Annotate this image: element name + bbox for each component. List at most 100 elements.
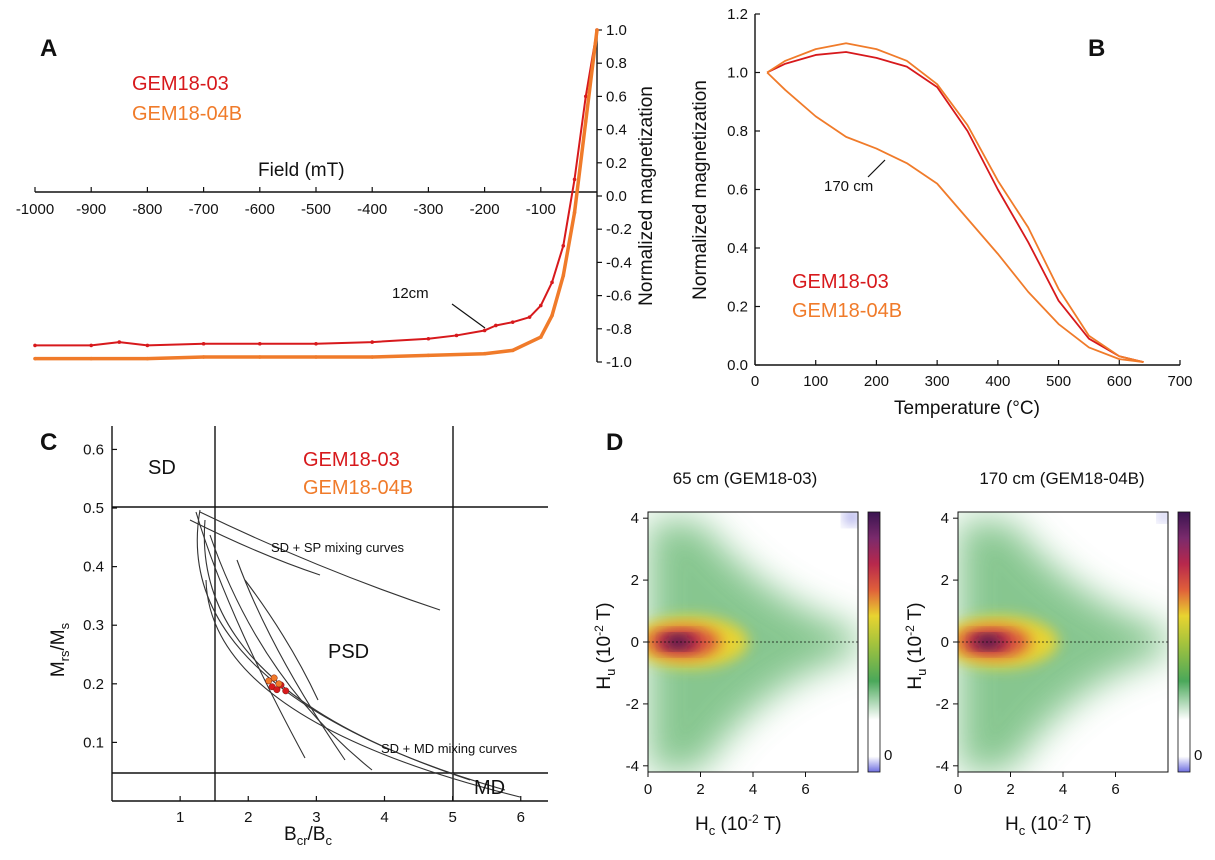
annotation-a: 12cm — [392, 285, 429, 302]
a-xtick-label: -800 — [132, 201, 162, 218]
axis-c-xlabel: Bcr/Bc — [284, 824, 332, 848]
annotation-b-leader — [867, 159, 886, 178]
b-xtick-label: 600 — [1107, 373, 1132, 390]
a-point — [145, 356, 150, 361]
legend-b-sample-b: GEM18-04B — [792, 300, 902, 322]
a-ytick-label: 0.8 — [606, 55, 627, 72]
c-xtick-label: 2 — [244, 809, 252, 826]
d-left-xtick-label: 4 — [749, 781, 757, 798]
sp-curve-2 — [199, 511, 441, 611]
panel-letter-c: C — [40, 429, 57, 456]
a-point — [201, 355, 206, 359]
axis-b-ylabel: Normalized magnetization — [690, 80, 711, 300]
d-left-ytick-label: -2 — [626, 696, 639, 713]
a-xtick-label: -100 — [526, 201, 556, 218]
a-point — [370, 340, 375, 344]
d-right-ytick-label: 2 — [941, 572, 949, 589]
b-ytick-label: 0.6 — [727, 182, 748, 199]
a-xtick-label: -700 — [189, 201, 219, 218]
a-point — [426, 336, 431, 341]
axis-a-ylabel: Normalized magnetization — [636, 86, 657, 306]
a-point — [33, 356, 37, 361]
d-right-xtick-label: 0 — [954, 781, 962, 798]
legend-c-sample-b: GEM18-04B — [303, 477, 413, 499]
a-ytick-label: -0.2 — [606, 221, 632, 238]
a-point — [595, 28, 599, 32]
d-left-ytick-label: 0 — [631, 634, 639, 651]
forc-left-title: 65 cm (GEM18-03) — [673, 469, 818, 488]
c-xtick-label: 6 — [517, 809, 525, 826]
legend-c-sample-a: GEM18-03 — [303, 449, 400, 471]
a-point — [583, 119, 588, 124]
c-ytick-label: 0.6 — [83, 441, 104, 458]
axis-a-xlabel: Field (mT) — [258, 160, 345, 181]
region-sd: SD — [148, 457, 176, 479]
a-point — [258, 341, 262, 346]
a-point — [482, 351, 487, 356]
a-series-gem18-04b — [35, 29, 599, 361]
annotation-a-leader — [451, 303, 486, 329]
b-xtick-label: 0 — [751, 373, 759, 390]
annotation-b: 170 cm — [824, 178, 873, 195]
region-md: MD — [474, 777, 505, 799]
a-point — [89, 356, 93, 361]
d-right-xtick-label: 2 — [1006, 781, 1014, 798]
a-point — [561, 244, 566, 248]
a-xtick-label: -500 — [301, 201, 331, 218]
a-point — [482, 328, 487, 333]
axis-c-ylabel: Mrs/Ms — [48, 622, 72, 677]
c-ytick-label: 0.5 — [83, 500, 104, 517]
d-right-xtick-label: 6 — [1111, 781, 1119, 798]
b-ytick-label: 0.2 — [727, 299, 748, 316]
a-xtick-label: -300 — [413, 201, 443, 218]
forc-left-ylabel: Hu (10-2 T) — [592, 602, 618, 689]
c-point-gem18-04b — [265, 677, 273, 685]
panel-letter-b: B — [1088, 35, 1105, 62]
c-xtick-label: 3 — [312, 809, 320, 826]
c-ytick-label: 0.2 — [83, 676, 104, 693]
forc-map-left — [647, 511, 859, 773]
b-xtick-label: 300 — [925, 373, 950, 390]
d-left-ytick-label: 4 — [631, 510, 639, 527]
a-point — [454, 333, 459, 338]
a-point — [117, 340, 122, 344]
panel-letter-d: D — [606, 429, 623, 456]
d-left-xtick-label: 6 — [801, 781, 809, 798]
a-point — [572, 177, 577, 182]
a-ytick-label: 0.6 — [606, 88, 627, 105]
b-series-2 — [766, 71, 1144, 363]
d-right-ytick-label: 0 — [941, 634, 949, 651]
d-left-xtick-label: 2 — [696, 781, 704, 798]
d-right-ytick-label: 4 — [941, 510, 949, 527]
a-ytick-label: 1.0 — [606, 22, 627, 39]
panel-letter-a: A — [40, 35, 57, 62]
forc-left-xlabel: Hc (10-2 T) — [695, 812, 782, 838]
a-xtick-label: -200 — [470, 201, 500, 218]
b-xtick-label: 400 — [985, 373, 1010, 390]
c-xtick-label: 4 — [380, 809, 388, 826]
a-point — [572, 210, 577, 215]
c-point-gem18-03 — [282, 687, 290, 695]
a-point — [539, 303, 543, 308]
colorbar-right — [1177, 511, 1191, 773]
psd-curve-1 — [236, 559, 346, 761]
a-point — [145, 343, 150, 348]
colorbar-left-label: 0 — [884, 747, 892, 764]
forc-right-ylabel: Hu (10-2 T) — [903, 602, 929, 689]
b-xtick-label: 200 — [864, 373, 889, 390]
a-ytick-label: 0.4 — [606, 122, 627, 139]
b-xtick-label: 500 — [1046, 373, 1071, 390]
a-point — [33, 343, 37, 348]
legend-a-sample-b: GEM18-04B — [132, 103, 242, 125]
c-ytick-label: 0.3 — [83, 617, 104, 634]
a-series-gem18-03 — [35, 29, 598, 347]
psd-curve-2 — [244, 579, 319, 701]
d-right-xtick-label: 4 — [1059, 781, 1067, 798]
a-point — [583, 94, 588, 99]
a-point — [550, 313, 554, 318]
a-ytick-label: 0.0 — [606, 188, 627, 205]
c-point-gem18-04b — [275, 680, 283, 688]
a-xtick-label: -400 — [357, 201, 387, 218]
forc-right-title: 170 cm (GEM18-04B) — [979, 469, 1144, 488]
